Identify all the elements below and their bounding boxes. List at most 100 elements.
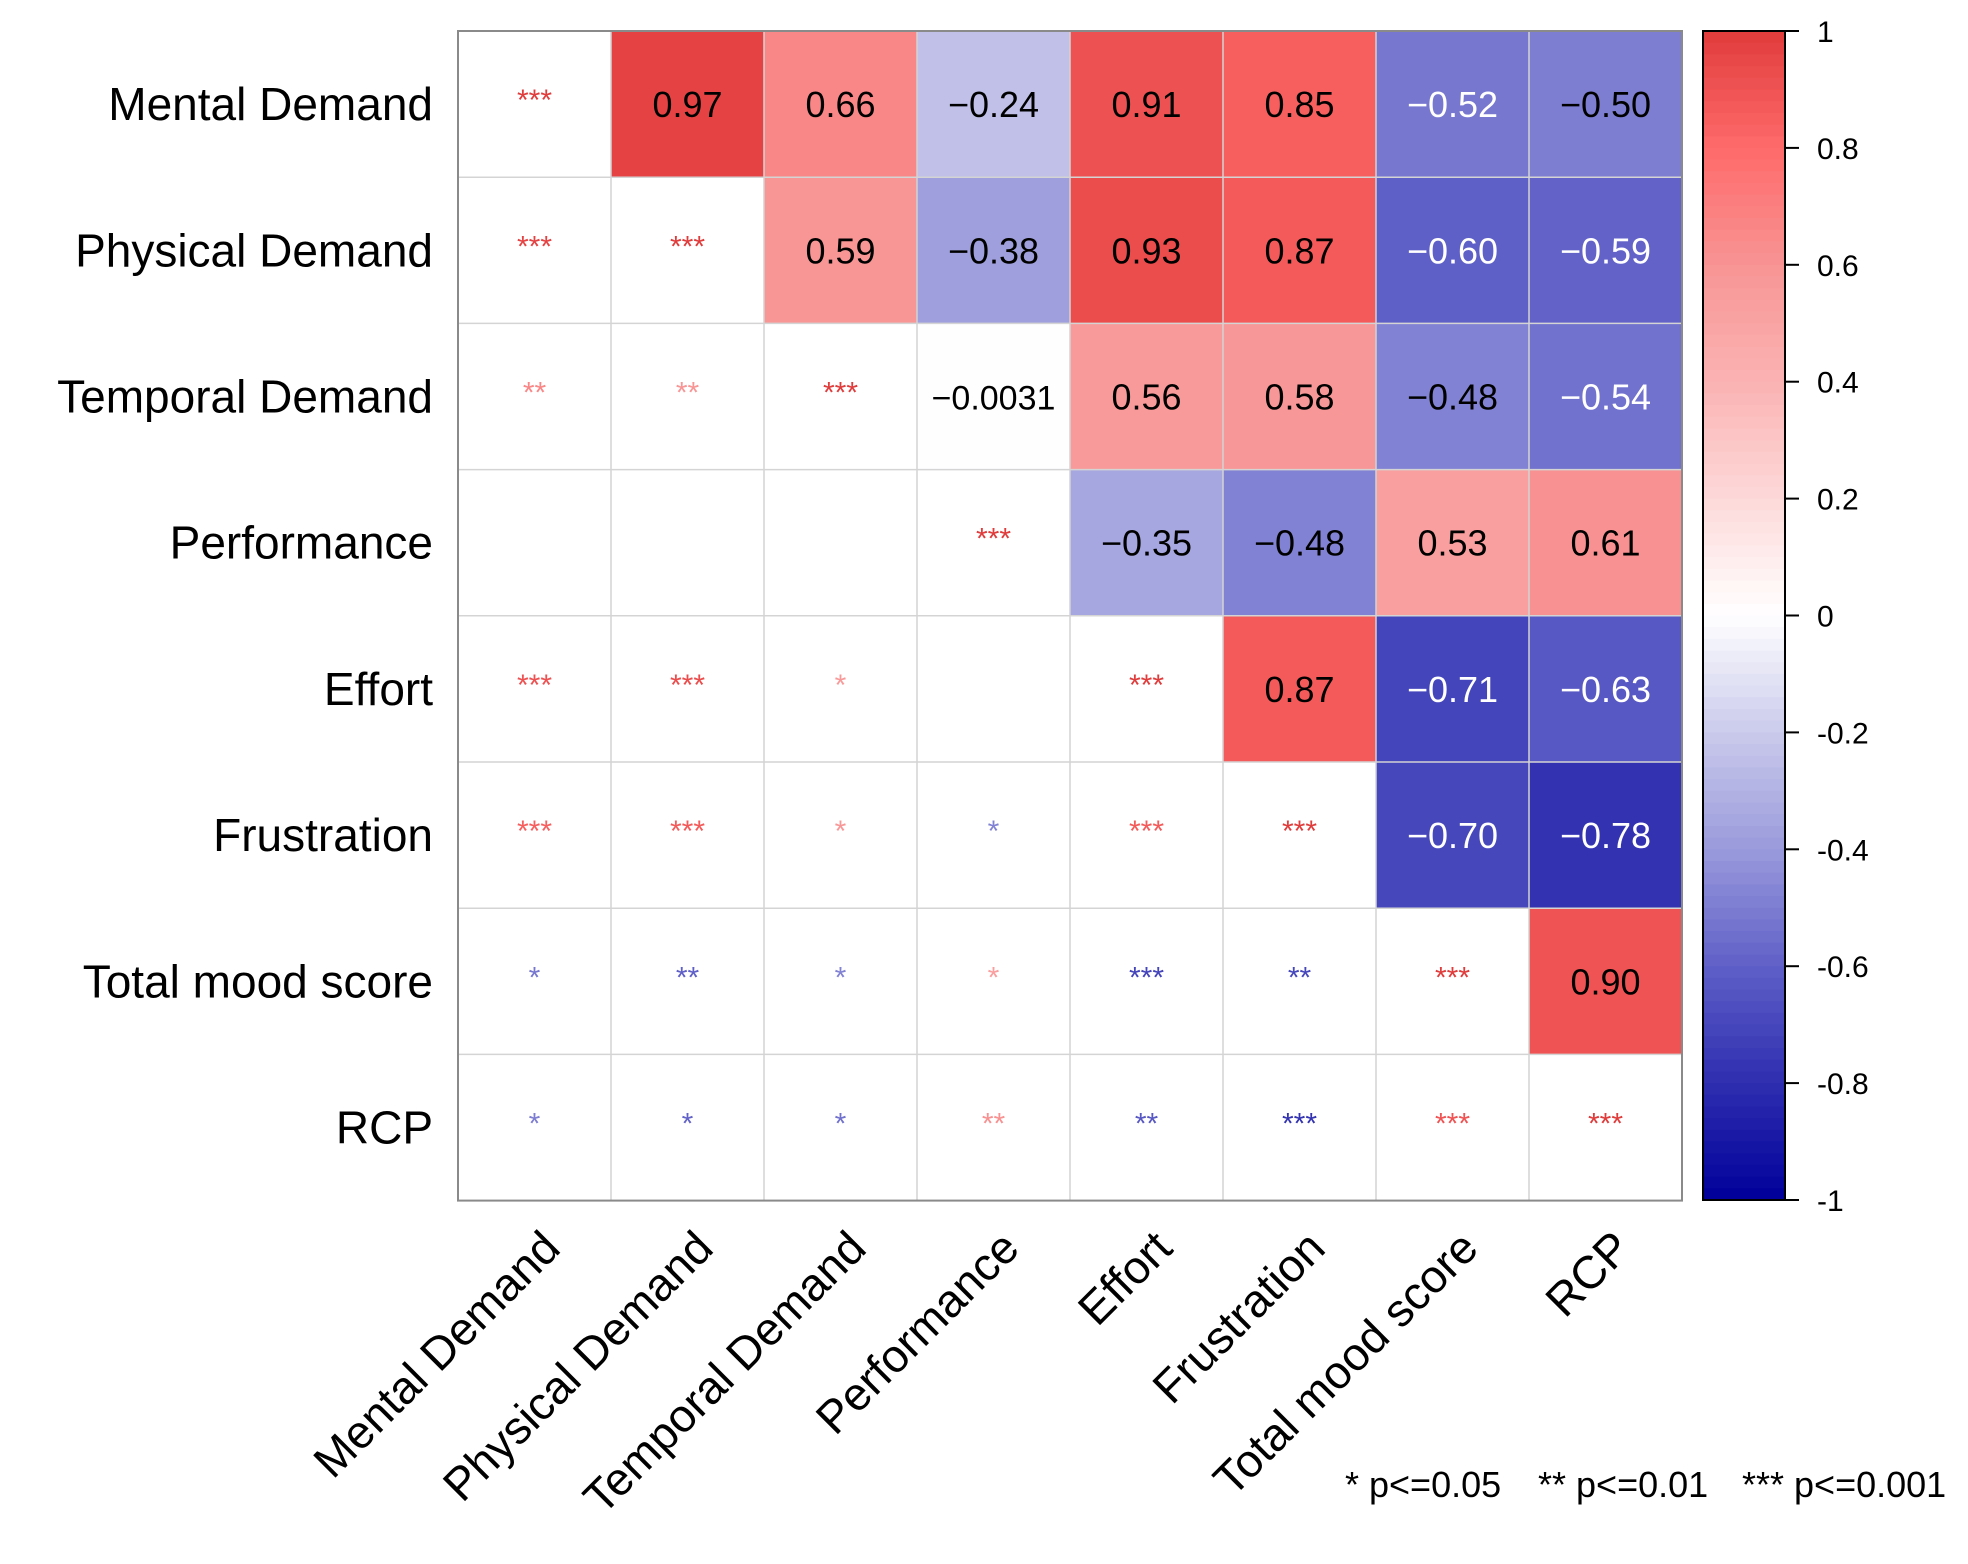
heatmap-cell [1223, 908, 1376, 1055]
colorbar-segment [1703, 837, 1785, 850]
column-label: RCP [1535, 1221, 1640, 1326]
colorbar-segment [1703, 662, 1785, 675]
colorbar-segment [1703, 323, 1785, 336]
cell-value-label: −0.24 [948, 84, 1039, 125]
significance-stars: *** [1129, 669, 1164, 702]
colorbar-tick-label: -0.6 [1817, 951, 1869, 984]
cell-value-label: 0.53 [1417, 523, 1487, 564]
colorbar-segment [1703, 568, 1785, 582]
cell-value-label: 0.87 [1264, 230, 1334, 271]
colorbar-segment [1703, 1118, 1785, 1131]
heatmap-cell [1376, 31, 1529, 178]
cell-value-label: 0.66 [805, 84, 875, 125]
colorbar-segment [1703, 942, 1785, 956]
row-label: Mental Demand [108, 78, 433, 130]
heatmap-cell [917, 469, 1070, 616]
significance-stars: *** [517, 669, 552, 702]
colorbar-segment [1703, 650, 1785, 663]
colorbar-segment [1703, 989, 1785, 1002]
significance-stars: * [835, 961, 847, 994]
row-label: RCP [336, 1102, 433, 1154]
significance-stars: * [988, 815, 1000, 848]
colorbar-segment [1703, 533, 1785, 546]
heatmap-cell [917, 31, 1070, 178]
heatmap-cell [1070, 615, 1223, 762]
colorbar-segment [1703, 615, 1785, 628]
colorbar-tick-label: 0.8 [1817, 133, 1859, 166]
significance-stars: * [682, 1108, 694, 1141]
colorbar-segment [1703, 802, 1785, 815]
heatmap-cell [1223, 177, 1376, 324]
heatmap-cell [1376, 177, 1529, 324]
colorbar-tick-label: 0.4 [1817, 367, 1859, 400]
heatmap-cell [764, 1054, 917, 1201]
heatmap-cell [1529, 762, 1682, 909]
significance-legend-3: *** p<=0.001 [1742, 1464, 1946, 1505]
significance-stars: *** [823, 377, 858, 410]
colorbar-segment [1703, 229, 1785, 243]
colorbar-tick-label: -1 [1817, 1185, 1844, 1218]
grid-border [457, 30, 1683, 1202]
significance-stars: * [988, 961, 1000, 994]
cell-value-label: −0.48 [1254, 523, 1345, 564]
heatmap-cell [764, 469, 917, 616]
significance-stars: * [835, 1108, 847, 1141]
colorbar-segment [1703, 1153, 1785, 1166]
cell-value-label: 0.56 [1111, 377, 1181, 418]
colorbar-segment [1703, 627, 1785, 640]
colorbar-segment [1703, 124, 1785, 137]
colorbar-segment [1703, 545, 1785, 558]
cell-value-label: 0.85 [1264, 84, 1334, 125]
colorbar-segment [1703, 767, 1785, 780]
colorbar-segment [1703, 709, 1785, 722]
colorbar-segment [1703, 966, 1785, 979]
heatmap-cell [1529, 908, 1682, 1055]
colorbar-segment [1703, 498, 1785, 511]
heatmap-cell [458, 908, 611, 1055]
colorbar-segment [1703, 1141, 1785, 1154]
colorbar-segment [1703, 89, 1785, 102]
heatmap-cell [917, 177, 1070, 324]
heatmap-cell [1223, 323, 1376, 470]
colorbar-segment [1703, 101, 1785, 114]
colorbar-segment [1703, 1059, 1785, 1073]
significance-stars: *** [670, 230, 705, 263]
cell-value-label: 0.58 [1264, 377, 1334, 418]
cell-value-label: 0.93 [1111, 230, 1181, 271]
colorbar-segment [1703, 112, 1785, 126]
colorbar-segment [1703, 381, 1785, 394]
heatmap-cell [764, 762, 917, 909]
significance-stars: *** [517, 84, 552, 117]
heatmap-cell [1529, 323, 1682, 470]
colorbar-segment [1703, 475, 1785, 488]
heatmap-cell [458, 762, 611, 909]
significance-stars: * [835, 669, 847, 702]
heatmap-cell [458, 615, 611, 762]
colorbar-segment [1703, 463, 1785, 476]
colorbar-segment [1703, 1083, 1785, 1096]
significance-stars: *** [1588, 1108, 1623, 1141]
cell-value-label: −0.78 [1560, 815, 1651, 856]
cell-value-label: 0.61 [1570, 523, 1640, 564]
colorbar-segment [1703, 288, 1785, 301]
colorbar-segment [1703, 673, 1785, 687]
heatmap-cells: *** 0.97 0.66 −0.24 0.91 0.85 −0.52 −0.50*** ***… [458, 31, 1682, 1201]
heatmap-cell [1070, 1054, 1223, 1201]
colorbar-segment [1703, 1048, 1785, 1061]
colorbar-segment [1703, 510, 1785, 523]
significance-stars: * [529, 1108, 541, 1141]
colorbar-tick-label: -0.8 [1817, 1068, 1869, 1101]
cell-value-label: −0.60 [1407, 230, 1498, 271]
cell-value-label: 0.91 [1111, 84, 1181, 125]
colorbar-segment [1703, 1094, 1785, 1108]
heatmap-cell [917, 615, 1070, 762]
colorbar-segment [1703, 557, 1785, 570]
colorbar-segment [1703, 1129, 1785, 1143]
colorbar-segment [1703, 603, 1785, 617]
colorbar-segment [1703, 814, 1785, 827]
heatmap-cell [611, 762, 764, 909]
colorbar: 1 0.8 0.6 0.4 0.2 0 -0.2 -0.4 -0.6 -0.8 -1 [1702, 16, 1869, 1218]
cell-value-label: −0.50 [1560, 84, 1651, 125]
row-label: Effort [324, 663, 433, 715]
